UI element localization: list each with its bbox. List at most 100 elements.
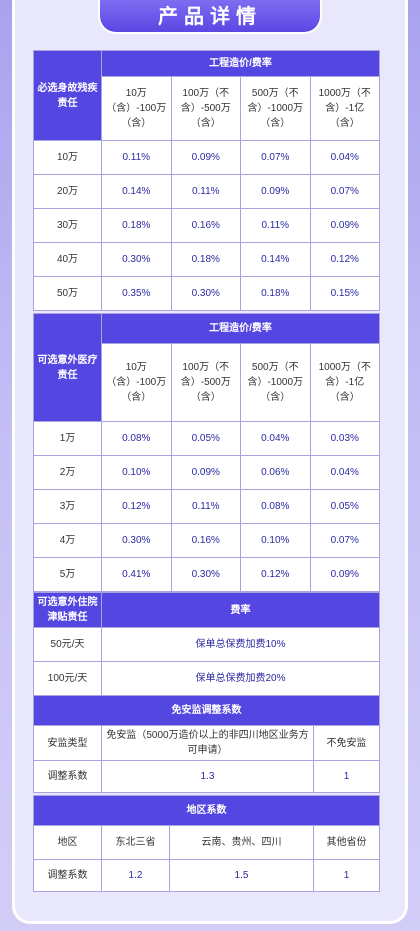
rate-cell: 0.10%	[101, 455, 172, 490]
table-row: 30万 0.18% 0.16% 0.11% 0.09%	[33, 208, 380, 243]
column-header: 100万（不含）-500万（含）	[170, 76, 241, 141]
rate-cell: 0.30%	[170, 276, 241, 311]
row-label: 40万	[33, 242, 102, 277]
column-header: 500万（不含）-1000万（含）	[240, 343, 311, 422]
rate-cell: 0.16%	[170, 208, 241, 243]
rate-cell: 0.18%	[101, 208, 172, 243]
rate-cell: 0.05%	[309, 489, 380, 524]
table-row: 100元/天 保单总保费加费20%	[33, 661, 380, 696]
rate-cell: 0.18%	[170, 242, 241, 277]
page-title: 产品详情	[98, 0, 322, 34]
table-corner-header: 必选身故残疾责任	[33, 50, 102, 141]
row-label: 1万	[33, 421, 102, 456]
rate-cell: 0.16%	[170, 523, 241, 558]
accident-medical-rate-table: 可选意外医疗责任 工程造价/费率 10万（含）-100万（含） 100万（不含）…	[33, 313, 380, 592]
row-label: 30万	[33, 208, 102, 243]
table-row: 50万 0.35% 0.30% 0.18% 0.15%	[33, 276, 380, 311]
rate-cell: 0.18%	[240, 276, 311, 311]
column-header: 10万（含）-100万（含）	[101, 76, 172, 141]
rate-cell: 保单总保费加费20%	[101, 661, 380, 696]
column-header: 500万（不含）-1000万（含）	[240, 76, 311, 141]
rate-cell: 0.12%	[240, 557, 311, 592]
table-row: 调整系数 1.3 1	[33, 760, 381, 793]
rate-cell: 0.12%	[101, 489, 172, 524]
rate-cell: 0.03%	[309, 421, 380, 456]
table-row: 5万 0.41% 0.30% 0.12% 0.09%	[33, 557, 380, 592]
table-row: 10万 0.11% 0.09% 0.07% 0.04%	[33, 140, 380, 175]
row-label: 2万	[33, 455, 102, 490]
row-label: 5万	[33, 557, 102, 592]
coefficient-cell: 1.3	[101, 760, 314, 793]
table-section-header: 地区系数	[33, 795, 380, 826]
rate-cell: 0.09%	[309, 208, 380, 243]
safety-supervision-table: 免安监调整系数 安监类型 免安监（5000万造价以上的非四川地区业务方可申请） …	[33, 695, 381, 793]
table-row: 4万 0.30% 0.16% 0.10% 0.07%	[33, 523, 380, 558]
coefficient-cell: 1.2	[101, 859, 170, 892]
death-disability-rate-table: 必选身故残疾责任 工程造价/费率 10万（含）-100万（含） 100万（不含）…	[33, 50, 380, 311]
rate-cell: 0.11%	[240, 208, 311, 243]
column-header: 1000万（不含）-1亿（含）	[309, 76, 380, 141]
rate-cell: 0.11%	[170, 489, 241, 524]
rate-cell: 0.35%	[101, 276, 172, 311]
row-label: 调整系数	[33, 760, 102, 793]
table-cell: 其他省份	[313, 825, 380, 860]
rate-cell: 0.07%	[309, 174, 380, 209]
rate-cell: 0.12%	[309, 242, 380, 277]
rate-cell: 0.30%	[101, 523, 172, 558]
table-row: 3万 0.12% 0.11% 0.08% 0.05%	[33, 489, 380, 524]
table-cell: 云南、贵州、四川	[169, 825, 314, 860]
hospital-allowance-table: 可选意外住院津贴责任 费率 50元/天 保单总保费加费10% 100元/天 保单…	[33, 592, 380, 696]
table-cell: 不免安监	[312, 725, 381, 761]
table-row: 地区 东北三省 云南、贵州、四川 其他省份	[33, 825, 380, 860]
table-row: 2万 0.10% 0.09% 0.06% 0.04%	[33, 455, 380, 490]
table-row: 20万 0.14% 0.11% 0.09% 0.07%	[33, 174, 380, 209]
rate-cell: 0.09%	[309, 557, 380, 592]
rate-cell: 0.08%	[101, 421, 172, 456]
rate-cell: 0.05%	[170, 421, 241, 456]
table-corner-header: 可选意外住院津贴责任	[33, 592, 102, 628]
row-label: 50元/天	[33, 627, 102, 662]
row-label: 4万	[33, 523, 102, 558]
rate-cell: 0.41%	[101, 557, 172, 592]
table-cell: 东北三省	[101, 825, 170, 860]
coefficient-cell: 1.5	[169, 859, 314, 892]
row-label: 调整系数	[33, 859, 102, 892]
rate-cell: 保单总保费加费10%	[101, 627, 380, 662]
rate-cell: 0.07%	[240, 140, 311, 175]
rate-cell: 0.30%	[170, 557, 241, 592]
column-header: 10万（含）-100万（含）	[101, 343, 172, 422]
rate-cell: 0.14%	[101, 174, 172, 209]
column-header: 1000万（不含）-1亿（含）	[309, 343, 380, 422]
rate-cell: 0.04%	[240, 421, 311, 456]
rate-cell: 0.09%	[170, 140, 241, 175]
rate-cell: 0.11%	[170, 174, 241, 209]
coefficient-cell: 1	[312, 760, 381, 793]
row-label: 安监类型	[33, 725, 102, 761]
rate-cell: 0.06%	[240, 455, 311, 490]
table-row: 1万 0.08% 0.05% 0.04% 0.03%	[33, 421, 380, 456]
row-label: 10万	[33, 140, 102, 175]
coefficient-cell: 1	[313, 859, 380, 892]
rate-cell: 0.08%	[240, 489, 311, 524]
row-label: 20万	[33, 174, 102, 209]
rate-cell: 0.15%	[309, 276, 380, 311]
rate-cell: 0.11%	[101, 140, 172, 175]
row-label: 100元/天	[33, 661, 102, 696]
row-label: 3万	[33, 489, 102, 524]
table-row: 40万 0.30% 0.18% 0.14% 0.12%	[33, 242, 380, 277]
rate-cell: 0.09%	[170, 455, 241, 490]
table-group-header: 费率	[101, 592, 380, 628]
table-row: 50元/天 保单总保费加费10%	[33, 627, 380, 662]
rate-cell: 0.14%	[240, 242, 311, 277]
row-label: 地区	[33, 825, 102, 860]
table-cell: 免安监（5000万造价以上的非四川地区业务方可申请）	[101, 725, 314, 761]
rate-cell: 0.30%	[101, 242, 172, 277]
table-group-header: 工程造价/费率	[101, 313, 380, 344]
table-row: 调整系数 1.2 1.5 1	[33, 859, 380, 892]
row-label: 50万	[33, 276, 102, 311]
table-row: 安监类型 免安监（5000万造价以上的非四川地区业务方可申请） 不免安监	[33, 725, 381, 761]
table-section-header: 免安监调整系数	[33, 695, 380, 726]
rate-cell: 0.09%	[240, 174, 311, 209]
rate-cell: 0.04%	[309, 140, 380, 175]
rate-cell: 0.10%	[240, 523, 311, 558]
